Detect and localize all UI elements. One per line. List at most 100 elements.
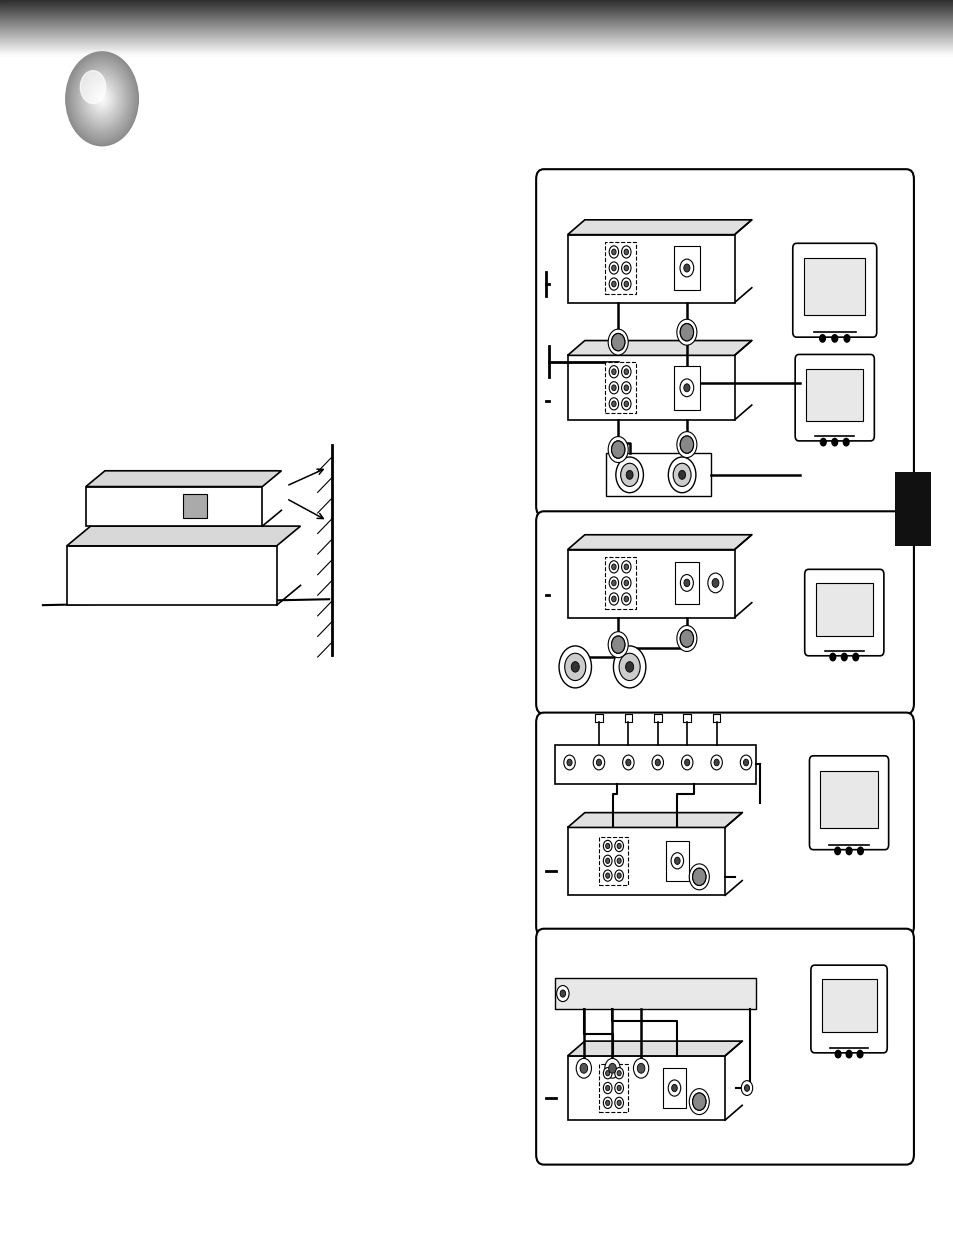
Circle shape [69, 56, 135, 142]
Circle shape [620, 463, 638, 487]
Circle shape [609, 577, 618, 589]
Circle shape [679, 259, 693, 277]
Bar [567, 356, 734, 420]
Circle shape [842, 438, 848, 446]
Circle shape [609, 278, 618, 290]
Bar [567, 827, 724, 895]
Circle shape [623, 249, 628, 254]
Circle shape [678, 471, 685, 479]
Bar [567, 550, 734, 618]
Circle shape [679, 379, 693, 396]
Circle shape [614, 869, 623, 882]
Circle shape [89, 82, 115, 116]
Circle shape [83, 74, 121, 124]
FancyBboxPatch shape [536, 929, 913, 1165]
Circle shape [843, 335, 849, 342]
Circle shape [679, 630, 693, 647]
Bar [821, 979, 876, 1032]
Circle shape [857, 847, 862, 855]
Circle shape [94, 89, 110, 109]
Circle shape [607, 330, 627, 356]
Circle shape [680, 755, 692, 769]
Circle shape [713, 760, 719, 766]
Bar [67, 546, 276, 605]
Circle shape [621, 366, 630, 378]
Circle shape [710, 755, 721, 769]
Circle shape [711, 578, 719, 588]
Circle shape [66, 52, 138, 146]
Circle shape [667, 1079, 680, 1097]
Circle shape [84, 75, 120, 122]
Circle shape [93, 88, 111, 110]
Circle shape [75, 64, 129, 133]
Circle shape [85, 77, 119, 121]
Bar [815, 583, 872, 636]
Circle shape [607, 437, 627, 463]
Circle shape [692, 868, 705, 885]
Circle shape [845, 1050, 851, 1057]
Circle shape [596, 760, 601, 766]
Circle shape [97, 93, 107, 105]
Circle shape [820, 438, 825, 446]
Circle shape [611, 441, 624, 458]
Bar [805, 368, 862, 421]
Circle shape [604, 1058, 619, 1078]
Circle shape [86, 78, 118, 120]
Circle shape [101, 98, 103, 100]
Circle shape [100, 96, 104, 101]
Circle shape [101, 98, 103, 100]
Circle shape [623, 564, 628, 569]
Circle shape [71, 58, 133, 140]
Circle shape [614, 1097, 623, 1109]
Bar [604, 557, 635, 609]
Circle shape [602, 855, 612, 867]
Circle shape [668, 457, 695, 493]
Circle shape [82, 73, 122, 125]
Polygon shape [86, 471, 281, 487]
Bar [604, 362, 635, 414]
Polygon shape [567, 341, 751, 356]
Circle shape [623, 401, 628, 406]
Circle shape [684, 760, 689, 766]
Circle shape [91, 84, 113, 114]
Circle shape [71, 59, 132, 138]
Circle shape [622, 755, 634, 769]
Bar [665, 841, 688, 881]
Circle shape [740, 1081, 752, 1095]
Circle shape [683, 579, 689, 587]
Circle shape [97, 93, 107, 105]
Circle shape [845, 847, 851, 855]
Circle shape [625, 471, 633, 479]
Circle shape [637, 1063, 644, 1073]
Circle shape [611, 369, 616, 374]
Circle shape [605, 1071, 609, 1076]
FancyBboxPatch shape [536, 169, 913, 516]
Circle shape [613, 646, 645, 688]
Circle shape [611, 564, 616, 569]
Circle shape [611, 266, 616, 270]
Circle shape [829, 653, 835, 661]
Circle shape [679, 574, 693, 592]
Circle shape [623, 597, 628, 601]
Circle shape [559, 990, 565, 997]
FancyBboxPatch shape [804, 569, 882, 656]
Circle shape [75, 64, 129, 133]
Circle shape [623, 369, 628, 374]
Bar [555, 978, 755, 1009]
Circle shape [676, 320, 696, 346]
Circle shape [86, 78, 118, 120]
Circle shape [742, 760, 748, 766]
Circle shape [617, 1071, 620, 1076]
Circle shape [621, 398, 630, 410]
Circle shape [99, 95, 105, 103]
Circle shape [91, 84, 113, 114]
Circle shape [621, 246, 630, 258]
Circle shape [614, 1067, 623, 1079]
Circle shape [605, 1086, 609, 1091]
Circle shape [556, 986, 568, 1002]
Circle shape [69, 56, 135, 142]
Circle shape [857, 1050, 862, 1057]
Circle shape [852, 653, 858, 661]
Circle shape [611, 385, 616, 390]
Circle shape [80, 70, 124, 127]
